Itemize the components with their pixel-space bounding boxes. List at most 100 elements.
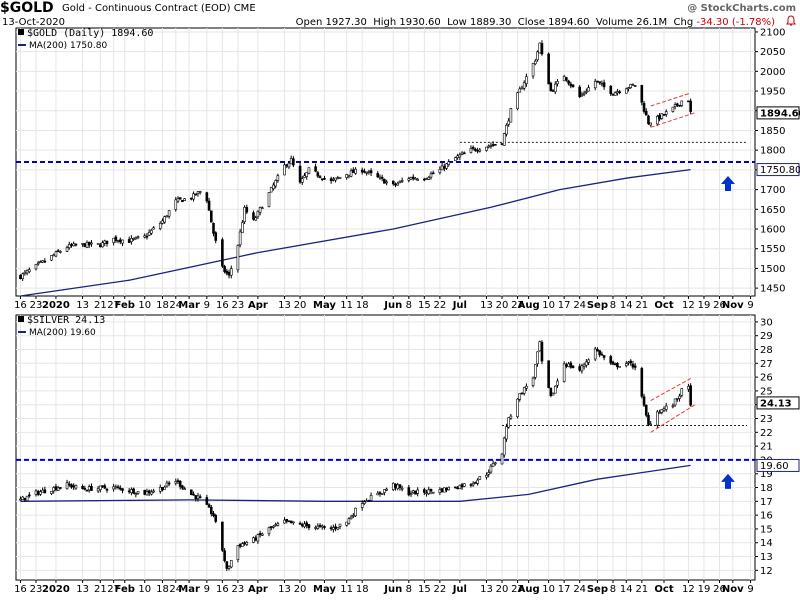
gold-x-tick-label: 13 — [278, 300, 291, 311]
gold-ma-text: MA(200) 1750.80 — [29, 41, 108, 51]
gold-last-price-tag — [756, 106, 800, 120]
silver-candle-body — [596, 349, 599, 352]
gold-candle-body — [409, 177, 413, 180]
gold-candle-body — [163, 216, 166, 223]
gold-candle-body — [567, 80, 570, 84]
silver-candle-body — [664, 405, 668, 410]
gold-candle-body — [258, 207, 262, 213]
silver-candle-body — [631, 363, 635, 368]
silver-candle-body — [334, 526, 337, 529]
silver-candle-body — [70, 484, 73, 488]
silver-candle-body — [627, 361, 630, 364]
gold-candle-body — [656, 116, 659, 125]
silver-candle-body — [54, 486, 58, 491]
gold-x-tick-label: 20 — [294, 300, 307, 311]
gold-candle-body — [631, 84, 635, 86]
gold-candle-body — [190, 197, 193, 200]
gold-candle-body — [50, 255, 53, 261]
gold-candle-body — [627, 87, 630, 90]
silver-candle-body — [298, 522, 302, 525]
gold-title-text: $GOLD (Daily) 1894.60 — [27, 28, 154, 39]
silver-candle-body — [127, 490, 131, 493]
gold-candle-body — [642, 103, 646, 112]
silver-candle-body — [487, 472, 490, 475]
gold-candle-body — [65, 247, 69, 252]
silver-candle-body — [505, 426, 508, 440]
symbol-label: $GOLD — [0, 0, 54, 16]
silver-candle-body — [205, 497, 209, 505]
gold-candle-body — [516, 92, 519, 109]
silver-candle-body — [478, 476, 482, 480]
silver-candle-body — [198, 496, 202, 499]
gold-x-tick-label: 16 — [216, 300, 229, 311]
silver-y-tick-label: 27 — [760, 359, 773, 370]
gold-candle-body — [431, 172, 435, 175]
silver-candle-body — [489, 465, 493, 473]
gold-y-tick-label: 2050 — [760, 47, 785, 58]
silver-candle-body — [609, 356, 613, 364]
silver-candle-body — [345, 521, 348, 526]
silver-up-arrow-icon — [721, 473, 735, 489]
gold-candle-body — [334, 177, 337, 181]
silver-candle-body — [500, 453, 504, 465]
silver-x-tick-label: 16 — [14, 584, 27, 595]
silver-candle-body — [425, 492, 428, 495]
silver-candle-body — [225, 561, 229, 569]
gold-candle-body — [165, 215, 169, 218]
silver-y-tick-label: 13 — [760, 552, 773, 563]
silver-candle-body — [474, 482, 477, 484]
silver-candle-body — [23, 497, 27, 501]
silver-y-tick-label: 30 — [760, 317, 773, 328]
silver-candle-body — [376, 492, 380, 496]
silver-candle-body — [580, 365, 584, 372]
silver-last-price-tag — [756, 396, 800, 410]
silver-title-text: $SILVER 24.13 — [27, 315, 106, 326]
alert-bell-icon[interactable] — [786, 15, 796, 26]
silver-candle-body — [618, 366, 621, 368]
silver-candle-body — [119, 487, 122, 490]
gold-candle-body — [238, 231, 242, 246]
stockcharts-credit[interactable]: @ StockCharts.com — [687, 3, 796, 14]
gold-candle-body — [531, 63, 535, 77]
silver-candle-body — [276, 523, 280, 526]
gold-candle-body — [70, 244, 73, 246]
silver-candle-body — [130, 489, 133, 493]
gold-candle-body — [223, 266, 226, 273]
gold-x-tick-label: 21 — [94, 300, 107, 311]
silver-candle-body — [658, 412, 661, 414]
silver-x-tick-label: 20 — [294, 584, 307, 595]
silver-x-tick-label: Feb — [115, 584, 135, 595]
silver-candle-body — [391, 483, 395, 490]
gold-candle-body — [23, 271, 27, 274]
gold-candle-body — [593, 80, 597, 89]
gold-candle-body — [507, 120, 510, 125]
silver-y-tick-label: 28 — [760, 345, 773, 356]
silver-candle-body — [398, 484, 402, 488]
gold-candle-body — [90, 242, 93, 245]
silver-x-tick-label: Jun — [383, 584, 402, 595]
silver-x-tick-label: 16 — [216, 584, 229, 595]
gold-y-tick-label: 1800 — [760, 146, 785, 157]
gold-candle-body — [644, 110, 648, 116]
gold-candle-body — [562, 76, 566, 82]
silver-y-tick-label: 29 — [760, 331, 773, 342]
gold-candle-body — [116, 240, 120, 242]
silver-candle-body — [642, 396, 646, 406]
gold-candle-body — [225, 270, 229, 274]
silver-candle-body — [407, 487, 411, 496]
silver-candle-body — [383, 489, 386, 493]
silver-candle-body — [662, 408, 666, 411]
silver-candle-body — [90, 486, 93, 491]
gold-candle-body — [87, 241, 91, 246]
gold-candle-body — [443, 166, 446, 169]
gold-candle-body — [400, 180, 404, 182]
silver-y-tick-label: 15 — [760, 524, 773, 535]
gold-x-tick-label: Aug — [518, 300, 540, 311]
silver-candle-body — [150, 491, 153, 495]
silver-candle-body — [540, 341, 544, 362]
gold-candle-body — [429, 173, 433, 178]
gold-candle-body — [447, 161, 451, 165]
silver-candle-body — [649, 423, 652, 426]
open-value: 1927.30 — [325, 17, 367, 28]
silver-x-tick-label: 10 — [542, 584, 555, 595]
